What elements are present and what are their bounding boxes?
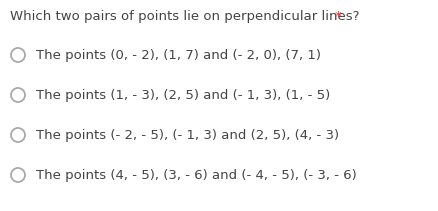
Text: The points (- 2, - 5), (- 1, 3) and (2, 5), (4, - 3): The points (- 2, - 5), (- 1, 3) and (2, … bbox=[36, 128, 338, 142]
Text: The points (0, - 2), (1, 7) and (- 2, 0), (7, 1): The points (0, - 2), (1, 7) and (- 2, 0)… bbox=[36, 49, 320, 61]
Text: The points (1, - 3), (2, 5) and (- 1, 3), (1, - 5): The points (1, - 3), (2, 5) and (- 1, 3)… bbox=[36, 88, 329, 101]
Text: The points (4, - 5), (3, - 6) and (- 4, - 5), (- 3, - 6): The points (4, - 5), (3, - 6) and (- 4, … bbox=[36, 169, 356, 181]
Text: Which two pairs of points lie on perpendicular lines?: Which two pairs of points lie on perpend… bbox=[10, 10, 363, 23]
Text: *: * bbox=[334, 10, 341, 23]
